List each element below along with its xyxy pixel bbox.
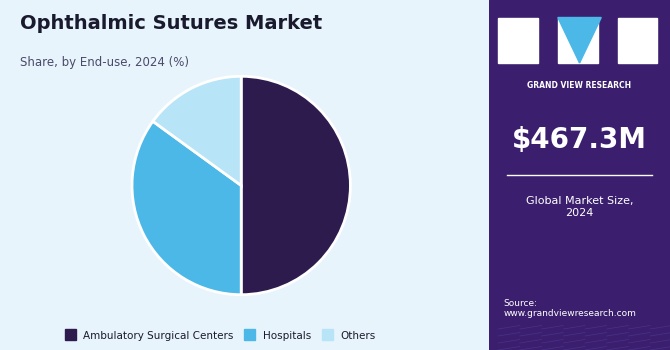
FancyBboxPatch shape	[618, 18, 657, 63]
Text: Source:
www.grandviewresearch.com: Source: www.grandviewresearch.com	[504, 299, 636, 318]
Polygon shape	[558, 18, 580, 63]
FancyBboxPatch shape	[498, 18, 538, 63]
Legend: Ambulatory Surgical Centers, Hospitals, Others: Ambulatory Surgical Centers, Hospitals, …	[60, 326, 380, 345]
Wedge shape	[241, 76, 350, 295]
Text: GRAND VIEW RESEARCH: GRAND VIEW RESEARCH	[527, 80, 632, 90]
Text: Global Market Size,
2024: Global Market Size, 2024	[526, 196, 633, 218]
FancyBboxPatch shape	[558, 18, 598, 63]
Polygon shape	[580, 18, 601, 63]
FancyBboxPatch shape	[489, 0, 670, 350]
Text: $467.3M: $467.3M	[512, 126, 647, 154]
Wedge shape	[132, 121, 241, 295]
Text: Ophthalmic Sutures Market: Ophthalmic Sutures Market	[19, 14, 322, 33]
Wedge shape	[153, 76, 241, 186]
Text: Share, by End-use, 2024 (%): Share, by End-use, 2024 (%)	[19, 56, 188, 69]
